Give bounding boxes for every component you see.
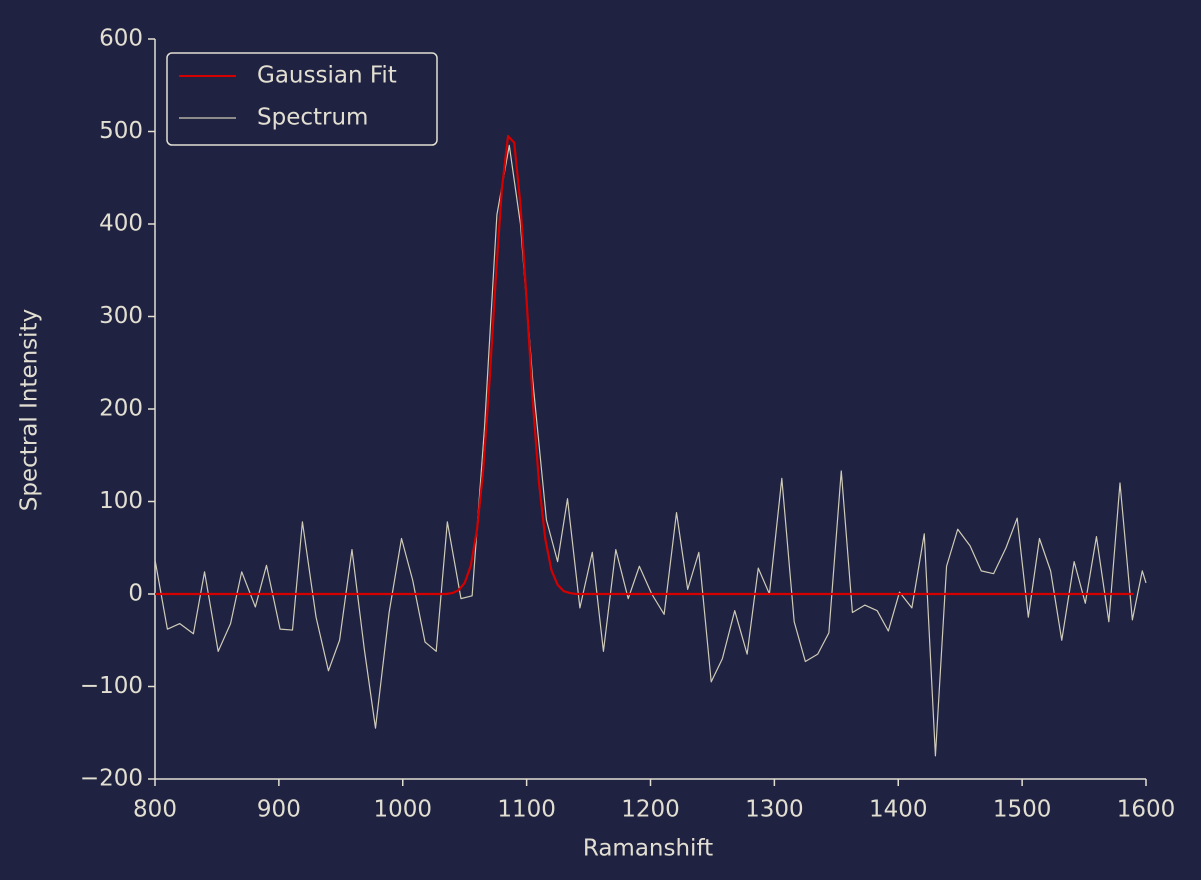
legend: Gaussian Fit Spectrum [166, 52, 438, 146]
y-tick-label: 100 [99, 488, 143, 514]
x-tick-label: 1500 [993, 797, 1052, 823]
y-tick-label: 0 [128, 581, 143, 607]
y-tick-label: −100 [80, 673, 143, 699]
y-tick-label: 600 [99, 26, 143, 52]
y-tick-label: −200 [80, 766, 143, 792]
y-tick-label: 500 [99, 118, 143, 144]
series-line [154, 144, 1147, 757]
x-tick-label: 800 [133, 797, 177, 823]
y-tick-label: 300 [99, 303, 143, 329]
x-tick-label: 1200 [621, 797, 680, 823]
x-tick-label: 1100 [497, 797, 556, 823]
x-tick-label: 1400 [869, 797, 928, 823]
y-tick-label: 400 [99, 211, 143, 237]
y-axis-label: Spectral Intensity [17, 309, 43, 511]
legend-label: Gaussian Fit [257, 63, 397, 89]
x-tick-label: 1600 [1117, 797, 1176, 823]
x-axis-label: Ramanshift [583, 836, 713, 862]
series-line [155, 135, 1134, 596]
y-tick-label: 200 [99, 396, 143, 422]
x-tick-label: 900 [257, 797, 301, 823]
x-tick-label: 1300 [745, 797, 804, 823]
x-tick-label: 1000 [373, 797, 432, 823]
plot-area [154, 135, 1147, 757]
legend-label: Spectrum [257, 105, 368, 131]
